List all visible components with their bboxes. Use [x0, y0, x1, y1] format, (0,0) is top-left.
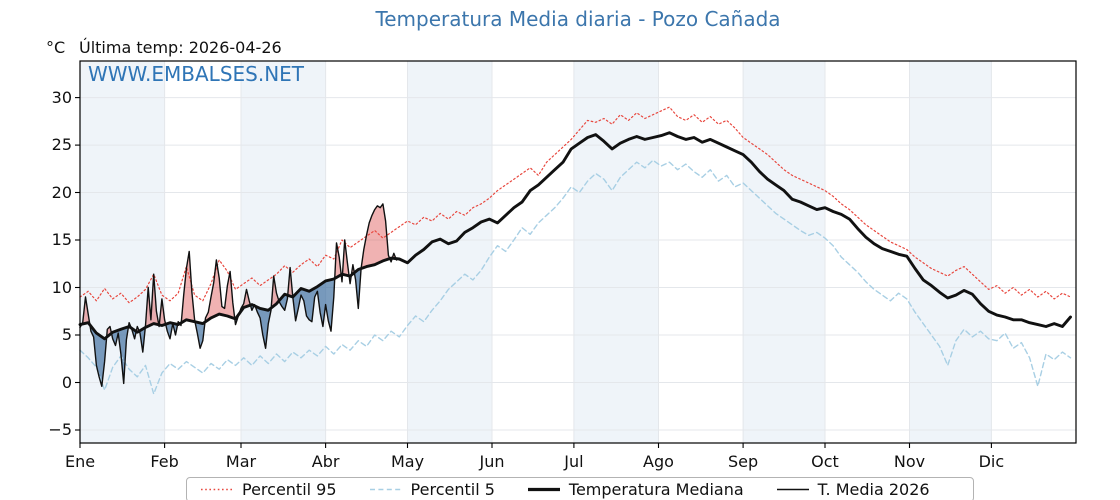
x-tick-label: Ago — [643, 452, 674, 471]
legend-item-percentil-95: Percentil 95 — [201, 480, 337, 499]
y-tick-label: 25 — [51, 135, 72, 155]
legend-item-percentil-5: Percentil 5 — [369, 480, 495, 499]
y-tick-label: 15 — [51, 230, 72, 249]
legend-item-mediana: Temperatura Mediana — [527, 480, 744, 499]
y-axis-unit-label: °C — [46, 38, 66, 57]
y-tick-label: 10 — [51, 277, 72, 297]
legend: Percentil 95 Percentil 5 Temperatura Med… — [186, 477, 974, 500]
percentil5-line-swatch — [369, 488, 402, 491]
y-tick-label: 30 — [51, 87, 72, 107]
x-tick-label: Mar — [225, 452, 257, 471]
x-tick-label: Sep — [728, 452, 759, 471]
y-tick-label: −5 — [48, 420, 72, 439]
watermark: WWW.EMBALSES.NET — [88, 62, 305, 86]
y-tick-label: 5 — [61, 325, 72, 344]
x-tick-label: Jul — [564, 452, 584, 471]
y-tick-label: 0 — [61, 372, 72, 392]
x-tick-label: Feb — [150, 452, 179, 471]
x-tick-label: Oct — [811, 452, 839, 471]
x-tick-label: Jun — [479, 452, 505, 471]
y-tick-label: 20 — [51, 182, 72, 202]
last-temp-annotation: Última temp: 2026-04-26 — [79, 38, 282, 57]
x-tick-label: Ene — [64, 452, 96, 471]
tmedia2026-line-swatch — [776, 488, 809, 491]
x-tick-label: May — [390, 452, 425, 471]
x-tick-label: Dic — [978, 452, 1005, 471]
page-title: Temperatura Media diaria - Pozo Cañada — [375, 7, 781, 31]
legend-label: Temperatura Mediana — [568, 480, 744, 499]
x-tick-label: Abr — [311, 452, 340, 471]
legend-label: T. Media 2026 — [817, 480, 930, 499]
x-tick-label: Nov — [893, 452, 926, 471]
mediana-line-swatch — [527, 487, 560, 492]
legend-item-tmedia-2026: T. Media 2026 — [776, 480, 930, 499]
legend-label: Percentil 5 — [410, 480, 495, 499]
percentil95-line-swatch — [201, 488, 233, 491]
legend-label: Percentil 95 — [242, 480, 337, 499]
